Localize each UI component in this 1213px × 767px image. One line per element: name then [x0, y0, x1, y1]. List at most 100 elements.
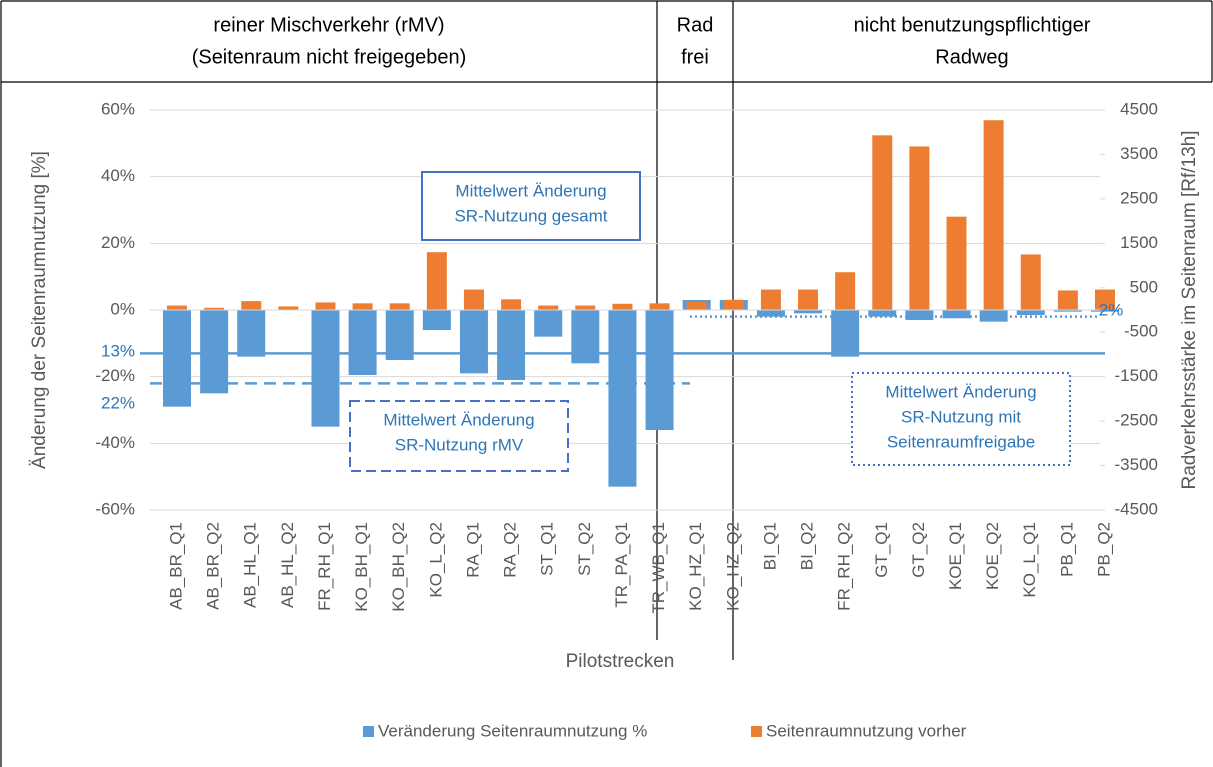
x-tick-label: BI_Q1 [760, 522, 779, 570]
bar [612, 303, 633, 310]
annotation-text: Mittelwert Änderung [455, 181, 606, 200]
x-tick-label: GT_Q1 [872, 522, 891, 578]
bar [835, 272, 856, 310]
bar [608, 310, 637, 487]
bar [946, 216, 967, 310]
annotation-text: SR-Nutzung rMV [395, 435, 524, 454]
x-tick-label: FR_RH_Q1 [315, 522, 334, 611]
y2-tick-label: -500 [1124, 322, 1158, 341]
x-tick-label: KO_HZ_Q1 [686, 522, 705, 611]
y2-tick-label: 2500 [1120, 188, 1158, 207]
bar [352, 303, 373, 310]
bar [278, 306, 299, 310]
x-tick-label: KO_HZ_Q2 [723, 522, 742, 611]
x-tick-label: KOE_Q1 [946, 522, 965, 590]
x-tick-label: PB_Q1 [1057, 522, 1076, 577]
annotation-text: Mittelwert Änderung [885, 382, 1036, 401]
bar [872, 135, 893, 310]
bar [1095, 289, 1115, 310]
bar [348, 310, 377, 375]
annotation-text: Seitenraumfreigabe [887, 432, 1035, 451]
x-tick-label: KO_L_Q2 [426, 522, 445, 598]
legend-label: Veränderung Seitenraumnutzung % [378, 721, 647, 740]
x-tick-label: PB_Q2 [1094, 522, 1113, 577]
x-tick-label: RA_Q2 [501, 522, 520, 578]
y2-tick-label: 4500 [1120, 99, 1158, 118]
annotation-text: SR-Nutzung mit [901, 407, 1021, 426]
x-tick-label: KO_BH_Q1 [352, 522, 371, 612]
annotation-box [851, 372, 1071, 466]
annotation-text: SR-Nutzung gesamt [454, 206, 607, 225]
bar [315, 302, 336, 310]
x-tick-label: AB_HL_Q1 [241, 522, 260, 608]
annotation-box [349, 400, 569, 472]
bar [163, 310, 191, 407]
annotation-text: Mittelwert Änderung [383, 410, 534, 429]
bar [538, 305, 559, 310]
bar [794, 310, 823, 314]
bar [756, 310, 785, 317]
y2-tick-label: -3500 [1115, 455, 1158, 474]
bar [200, 310, 229, 394]
x-tick-label: KOE_Q2 [983, 522, 1002, 590]
y-tick-label: 0% [110, 299, 135, 318]
y2-tick-label: 1500 [1120, 233, 1158, 252]
y2-tick-label: 3500 [1120, 144, 1158, 163]
y-axis-label: Änderung der Seitenraumnutzung [%] [29, 151, 50, 469]
bar [501, 299, 522, 310]
bar [798, 289, 819, 310]
bar [497, 310, 526, 380]
x-axis-label: Pilotstrecken [566, 651, 675, 672]
bar [459, 310, 488, 374]
header-text: Radweg [935, 46, 1008, 68]
bar [1053, 310, 1082, 312]
x-tick-label: BI_Q2 [798, 522, 817, 570]
y-tick-label: -60% [95, 499, 135, 518]
annotation-box [421, 171, 641, 241]
bar [905, 310, 934, 320]
y2-tick-label: -4500 [1115, 499, 1158, 518]
bar [979, 310, 1008, 322]
reference-label: 13% [101, 341, 135, 360]
y-tick-label: 60% [101, 99, 135, 118]
x-tick-label: TR_WB_Q1 [649, 522, 668, 614]
bar [1016, 310, 1045, 315]
y-tick-label: -40% [95, 433, 135, 452]
y-tick-label: 40% [101, 166, 135, 185]
x-tick-label: RA_Q1 [463, 522, 482, 578]
bar [385, 310, 414, 360]
bar [649, 303, 670, 310]
y2-tick-label: 500 [1130, 277, 1158, 296]
reference-label: 2% [1099, 300, 1124, 319]
bar [571, 310, 600, 364]
x-tick-label: ST_Q1 [538, 522, 557, 576]
bar [723, 299, 744, 310]
bar [426, 252, 447, 310]
x-tick-label: AB_BR_Q2 [204, 522, 223, 610]
bar [1057, 290, 1078, 310]
bar [868, 310, 897, 317]
bar [686, 301, 707, 310]
reference-label: 22% [101, 393, 135, 412]
bar [575, 305, 596, 310]
header-text: nicht benutzungspflichtiger [854, 14, 1091, 36]
bar [760, 289, 781, 310]
x-tick-label: GT_Q2 [909, 522, 928, 578]
bar [311, 310, 340, 427]
x-tick-label: KO_L_Q1 [1020, 522, 1039, 598]
x-tick-label: AB_HL_Q2 [278, 522, 297, 608]
bar [463, 289, 484, 310]
bar [983, 120, 1004, 310]
bar [1020, 254, 1041, 310]
y-tick-label: 20% [101, 233, 135, 252]
x-tick-label: FR_RH_Q2 [835, 522, 854, 611]
bar [241, 301, 262, 310]
legend-swatch [751, 726, 762, 737]
bar [204, 307, 225, 310]
y2-tick-label: -1500 [1115, 366, 1158, 385]
bar [645, 310, 674, 430]
y2-tick-label: -2500 [1115, 411, 1158, 430]
header-text: (Seitenraum nicht freigegeben) [192, 46, 467, 68]
header-text: Rad [677, 14, 714, 36]
